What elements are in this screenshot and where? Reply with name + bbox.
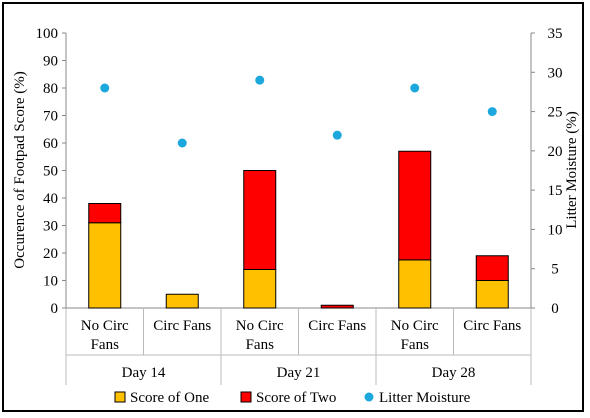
y-left-tick-label: 30	[43, 219, 58, 235]
legend-label-score-of-one: Score of One	[130, 390, 209, 406]
point-litter-moisture	[177, 138, 187, 148]
bar-score-of-two	[398, 150, 432, 261]
y-left-tick-label: 40	[43, 191, 58, 207]
y-left-tick-label: 10	[43, 274, 58, 290]
x-group-label: Day 21	[277, 365, 321, 381]
bar-score-of-two	[88, 203, 122, 224]
legend-label-litter-moisture: Litter Moisture	[379, 390, 471, 406]
axes	[62, 32, 535, 385]
x-group-label: Day 14	[122, 365, 166, 381]
point-litter-moisture	[255, 75, 265, 85]
y-right-tick-label: 15	[548, 183, 563, 199]
x-group-label: Day 28	[432, 365, 476, 381]
point-litter-moisture	[332, 130, 342, 140]
x-category-label: Circ Fans	[308, 318, 366, 334]
bars	[88, 150, 509, 309]
x-category-label: Fans	[401, 337, 430, 353]
y-right-tick-label: 5	[551, 262, 559, 278]
point-litter-moisture	[100, 83, 110, 93]
x-category-label: No Circ	[236, 318, 284, 334]
bar-score-of-one	[88, 222, 122, 309]
x-category-label: Circ Fans	[463, 318, 521, 334]
y-left-tick-label: 70	[43, 109, 58, 125]
x-category-label: Circ Fans	[153, 318, 211, 334]
point-litter-moisture	[410, 83, 420, 93]
y-left-tick-label: 60	[43, 136, 58, 152]
legend-swatch-litter-moisture	[364, 392, 374, 402]
bar-score-of-two	[475, 255, 509, 281]
bar-score-of-one	[243, 269, 277, 309]
y-axis-right-title: Litter Moisture (%)	[564, 111, 580, 228]
y-right-tick-label: 25	[548, 105, 563, 121]
y-left-tick-label: 50	[43, 164, 58, 180]
y-left-tick-label: 20	[43, 246, 58, 262]
point-litter-moisture	[487, 107, 497, 117]
legend-label-score-of-two: Score of Two	[256, 390, 336, 406]
x-category-label: Fans	[91, 337, 120, 353]
x-category-label: No Circ	[391, 318, 439, 334]
y-right-tick-label: 35	[548, 26, 563, 42]
y-right-tick-label: 10	[548, 222, 563, 238]
moisture-points	[100, 75, 497, 148]
legend-swatch-score-of-one	[114, 391, 126, 403]
y-left-tick-label: 0	[51, 301, 59, 317]
x-category-label: No Circ	[81, 318, 129, 334]
y-left-tick-label: 80	[43, 81, 58, 97]
bar-score-of-two	[243, 170, 277, 270]
legend: Score of One Score of Two Litter Moisture	[114, 390, 471, 406]
legend-swatch-score-of-two	[240, 391, 252, 403]
y-right-tick-label: 0	[551, 301, 559, 317]
y-right-tick-label: 20	[548, 144, 563, 160]
y-left-tick-label: 90	[43, 54, 58, 70]
axis-labels: 0 10 20 30 40 50 60 70 80 90 100 0 5 10 15 20 25 30 35 No C…	[36, 26, 563, 381]
bar-score-of-one	[398, 259, 432, 309]
y-right-tick-label: 30	[548, 65, 563, 81]
bar-score-of-one	[165, 293, 199, 309]
bar-score-of-one	[475, 280, 509, 309]
bar-score-of-two	[320, 304, 354, 309]
y-axis-left-title: Occurence of Footpad Score (%)	[12, 71, 28, 268]
x-category-label: Fans	[246, 337, 275, 353]
y-left-tick-label: 100	[36, 26, 59, 42]
